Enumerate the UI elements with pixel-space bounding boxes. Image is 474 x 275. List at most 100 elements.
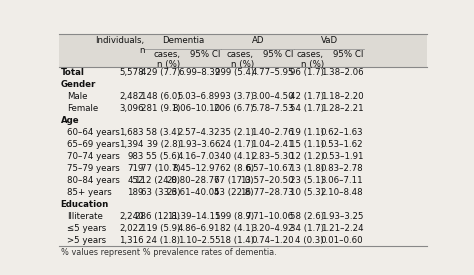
Text: 3.06–7.11: 3.06–7.11	[321, 176, 364, 185]
Text: 286 (12.8): 286 (12.8)	[136, 212, 181, 221]
Text: VaD: VaD	[321, 36, 338, 45]
Text: % values represent % prevalence rates of dementia.: % values represent % prevalence rates of…	[61, 248, 276, 257]
Text: 19 (1.1): 19 (1.1)	[290, 128, 324, 137]
Text: 0.74–1.20: 0.74–1.20	[251, 236, 293, 246]
Text: 70–74 years: 70–74 years	[67, 152, 120, 161]
Text: 20.80–28.76: 20.80–28.76	[166, 176, 220, 185]
Text: 10 (5.3): 10 (5.3)	[290, 188, 324, 197]
Text: 16.77–28.73: 16.77–28.73	[240, 188, 293, 197]
Text: 95% CI: 95% CI	[333, 50, 364, 59]
Text: 1.28–2.21: 1.28–2.21	[321, 104, 364, 113]
Text: 8.06–10.10: 8.06–10.10	[172, 104, 220, 113]
Text: 4.86–6.91: 4.86–6.91	[178, 224, 220, 233]
Text: 77 (10.7): 77 (10.7)	[141, 164, 181, 173]
Text: AD: AD	[252, 36, 264, 45]
Text: 35 (2.1): 35 (2.1)	[220, 128, 254, 137]
Text: 1.10–2.55: 1.10–2.55	[178, 236, 220, 246]
Text: 40 (4.1): 40 (4.1)	[220, 152, 254, 161]
Text: 1,394: 1,394	[119, 140, 144, 149]
Text: cases,
n (%): cases, n (%)	[154, 50, 181, 69]
Text: 23 (5.1): 23 (5.1)	[290, 176, 324, 185]
Text: 13.57–20.50: 13.57–20.50	[240, 176, 293, 185]
Text: 42 (1.7): 42 (1.7)	[290, 92, 324, 101]
Text: 189: 189	[128, 188, 144, 197]
Text: Education: Education	[61, 200, 109, 209]
Text: 1,683: 1,683	[119, 128, 144, 137]
Text: 96 (1.7): 96 (1.7)	[290, 68, 324, 76]
Text: 3.20–4.92: 3.20–4.92	[251, 224, 293, 233]
Text: 93 (3.7): 93 (3.7)	[220, 92, 254, 101]
Text: Illiterate: Illiterate	[67, 212, 103, 221]
Text: 95% CI: 95% CI	[263, 50, 293, 59]
Text: 8.45–12.97: 8.45–12.97	[172, 164, 220, 173]
Text: Female: Female	[67, 104, 99, 113]
Text: 55 (5.6): 55 (5.6)	[146, 152, 181, 161]
Text: 3.00–4.50: 3.00–4.50	[251, 92, 293, 101]
Text: 62 (8.6): 62 (8.6)	[220, 164, 254, 173]
Text: 148 (6.0): 148 (6.0)	[141, 92, 181, 101]
Text: Age: Age	[61, 116, 79, 125]
Text: 6.99–8.39: 6.99–8.39	[178, 68, 220, 76]
Text: 15 (1.1): 15 (1.1)	[290, 140, 324, 149]
Text: 60–64 years: 60–64 years	[67, 128, 120, 137]
Text: 429 (7.7): 429 (7.7)	[141, 68, 181, 76]
Text: cases,
n (%): cases, n (%)	[227, 50, 254, 69]
Text: 1,316: 1,316	[119, 236, 144, 246]
Text: 5.78–7.53: 5.78–7.53	[251, 104, 293, 113]
Text: 0.01–0.60: 0.01–0.60	[321, 236, 364, 246]
Text: 24 (1.7): 24 (1.7)	[220, 140, 254, 149]
Text: 65–69 years: 65–69 years	[67, 140, 120, 149]
Text: 80–84 years: 80–84 years	[67, 176, 120, 185]
Text: 5,578: 5,578	[119, 68, 144, 76]
Text: 54 (1.7): 54 (1.7)	[290, 104, 324, 113]
Text: 0.53–1.91: 0.53–1.91	[321, 152, 364, 161]
Text: 4 (0.3): 4 (0.3)	[295, 236, 324, 246]
Text: Male: Male	[67, 92, 88, 101]
Text: 13 (1.8): 13 (1.8)	[290, 164, 324, 173]
Text: 2.10–8.48: 2.10–8.48	[321, 188, 364, 197]
Bar	[59, 34, 427, 67]
Text: 452: 452	[127, 176, 144, 185]
Text: 0.53–1.62: 0.53–1.62	[321, 140, 364, 149]
Text: 2,240: 2,240	[119, 212, 144, 221]
Text: 299 (5.4): 299 (5.4)	[215, 68, 254, 76]
Text: 119 (5.9): 119 (5.9)	[141, 224, 181, 233]
Text: 1.40–2.76: 1.40–2.76	[251, 128, 293, 137]
Text: 39 (2.8): 39 (2.8)	[146, 140, 181, 149]
Text: 206 (6.7): 206 (6.7)	[214, 104, 254, 113]
Text: Gender: Gender	[61, 79, 96, 89]
Text: 43 (22.8): 43 (22.8)	[214, 188, 254, 197]
Text: 983: 983	[128, 152, 144, 161]
Text: ≤5 years: ≤5 years	[67, 224, 107, 233]
Text: 2,482: 2,482	[119, 92, 144, 101]
Text: 3,096: 3,096	[119, 104, 144, 113]
Text: 75–79 years: 75–79 years	[67, 164, 120, 173]
Text: 199 (8.9): 199 (8.9)	[215, 212, 254, 221]
Text: 281 (9.1): 281 (9.1)	[141, 104, 181, 113]
Text: 24 (1.8): 24 (1.8)	[146, 236, 181, 246]
Text: Individuals,
n: Individuals, n	[95, 36, 145, 55]
Text: 4.16–7.03: 4.16–7.03	[178, 152, 220, 161]
Text: Total: Total	[61, 68, 84, 76]
Text: >5 years: >5 years	[67, 236, 107, 246]
Text: 95% CI: 95% CI	[190, 50, 220, 59]
Text: cases,
n (%): cases, n (%)	[297, 50, 324, 69]
Text: 82 (4.1): 82 (4.1)	[220, 224, 254, 233]
Text: 1.18–2.20: 1.18–2.20	[321, 92, 364, 101]
Text: 5.03–6.89: 5.03–6.89	[178, 92, 220, 101]
Text: 11.39–14.15: 11.39–14.15	[167, 212, 220, 221]
Text: 34 (1.7): 34 (1.7)	[290, 224, 324, 233]
Text: 719: 719	[128, 164, 144, 173]
Text: 12 (1.2): 12 (1.2)	[290, 152, 324, 161]
Text: 2,022: 2,022	[119, 224, 144, 233]
Text: 63 (33.3): 63 (33.3)	[141, 188, 181, 197]
Text: 0.62–1.63: 0.62–1.63	[321, 128, 364, 137]
Text: Dementia: Dementia	[162, 36, 204, 45]
Text: 58 (2.6): 58 (2.6)	[290, 212, 324, 221]
Text: 7.71–10.06: 7.71–10.06	[246, 212, 293, 221]
Text: 77 (17.0): 77 (17.0)	[214, 176, 254, 185]
Text: 1.38–2.06: 1.38–2.06	[321, 68, 364, 76]
Text: 1.21–2.24: 1.21–2.24	[321, 224, 364, 233]
Text: 85+ years: 85+ years	[67, 188, 112, 197]
Text: 2.83–5.30: 2.83–5.30	[251, 152, 293, 161]
